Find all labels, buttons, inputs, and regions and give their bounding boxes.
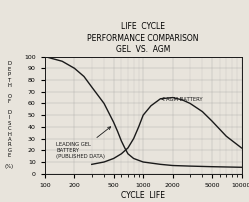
Text: LEADING GEL
BATTERY
(PUBLISHED DATA): LEADING GEL BATTERY (PUBLISHED DATA) [56, 127, 111, 159]
X-axis label: CYCLE  LIFE: CYCLE LIFE [121, 190, 165, 200]
Text: AGM BATTERY: AGM BATTERY [161, 97, 202, 102]
Text: D
E
P
T
H
 
O
F
 
D
I
S
C
H
A
R
G
E

(%): D E P T H O F D I S C H A R G E (%) [5, 61, 14, 169]
Title: LIFE  CYCLE
PERFORMANCE COMPARISON
GEL  VS.  AGM: LIFE CYCLE PERFORMANCE COMPARISON GEL VS… [87, 22, 199, 54]
